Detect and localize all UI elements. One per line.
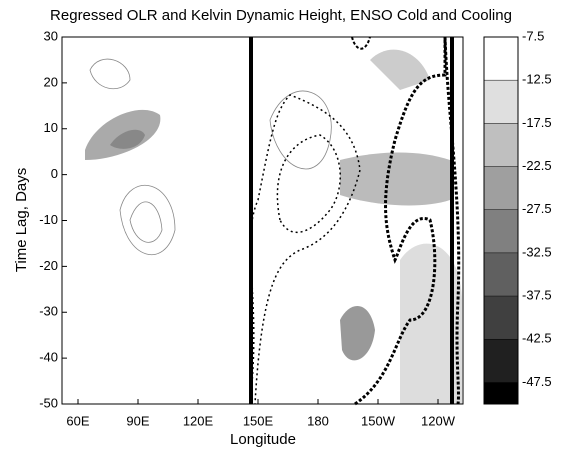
x-tick-label: 120W [421, 413, 456, 428]
shade [340, 306, 375, 361]
y-tick-label: 0 [51, 166, 58, 181]
y-tick-label: 10 [44, 120, 58, 135]
x-tick-label: 90E [126, 413, 149, 428]
dynamic-height-contour [276, 134, 341, 234]
chart-title: Regressed OLR and Kelvin Dynamic Height,… [50, 7, 512, 24]
colorbar-tick-label: -32.5 [522, 244, 552, 259]
colorbar-tick-label: -27.5 [522, 201, 552, 216]
colorbar-tick-label: -37.5 [522, 287, 552, 302]
field [85, 36, 462, 406]
colorbar-band [484, 123, 518, 167]
x-tick-label: 150W [361, 413, 396, 428]
dynamic-height-contour [443, 36, 461, 405]
colorbar-band [484, 37, 518, 81]
shade [370, 49, 430, 90]
contour [119, 184, 176, 256]
x-axis-label: Longitude [230, 431, 296, 448]
y-tick-label: -20 [39, 258, 58, 273]
shade [400, 243, 462, 404]
colorbar-band [484, 339, 518, 383]
y-tick-label: -30 [39, 304, 58, 319]
colorbar-band [484, 382, 518, 404]
colorbar-band [484, 209, 518, 253]
shade [340, 152, 450, 206]
dynamic-height-contour [351, 36, 371, 50]
colorbar-band [484, 296, 518, 340]
y-tick-label: -40 [39, 350, 58, 365]
x-tick-label: 120E [183, 413, 214, 428]
contour [269, 90, 332, 170]
y-tick-label: 30 [44, 28, 58, 43]
y-axis-label: Time Lag, Days [13, 168, 30, 272]
colorbar-tick-label: -12.5 [522, 72, 552, 87]
colorbar-tick-label: -7.5 [522, 28, 544, 43]
colorbar-band [484, 252, 518, 297]
x-tick-label: 150E [243, 413, 274, 428]
colorbar-tick-label: -42.5 [522, 331, 552, 346]
y-tick-label: -50 [39, 395, 58, 410]
colorbar-tick-label: -22.5 [522, 158, 552, 173]
colorbar-band [484, 166, 518, 210]
colorbar-tick-label: -47.5 [522, 374, 552, 389]
x-tick-label: 60E [66, 413, 89, 428]
y-tick-label: -10 [39, 212, 58, 227]
dynamic-height-contour [249, 94, 361, 405]
colorbar-tick-label: -17.5 [522, 115, 552, 130]
colorbar-frame [483, 36, 519, 405]
y-tick-label: 20 [44, 74, 58, 89]
colorbar-band [484, 80, 518, 124]
contour [89, 58, 131, 89]
dynamic-height-contour [354, 37, 447, 406]
contour [129, 201, 163, 243]
x-tick-label: 180 [307, 413, 329, 428]
shade [110, 129, 145, 149]
